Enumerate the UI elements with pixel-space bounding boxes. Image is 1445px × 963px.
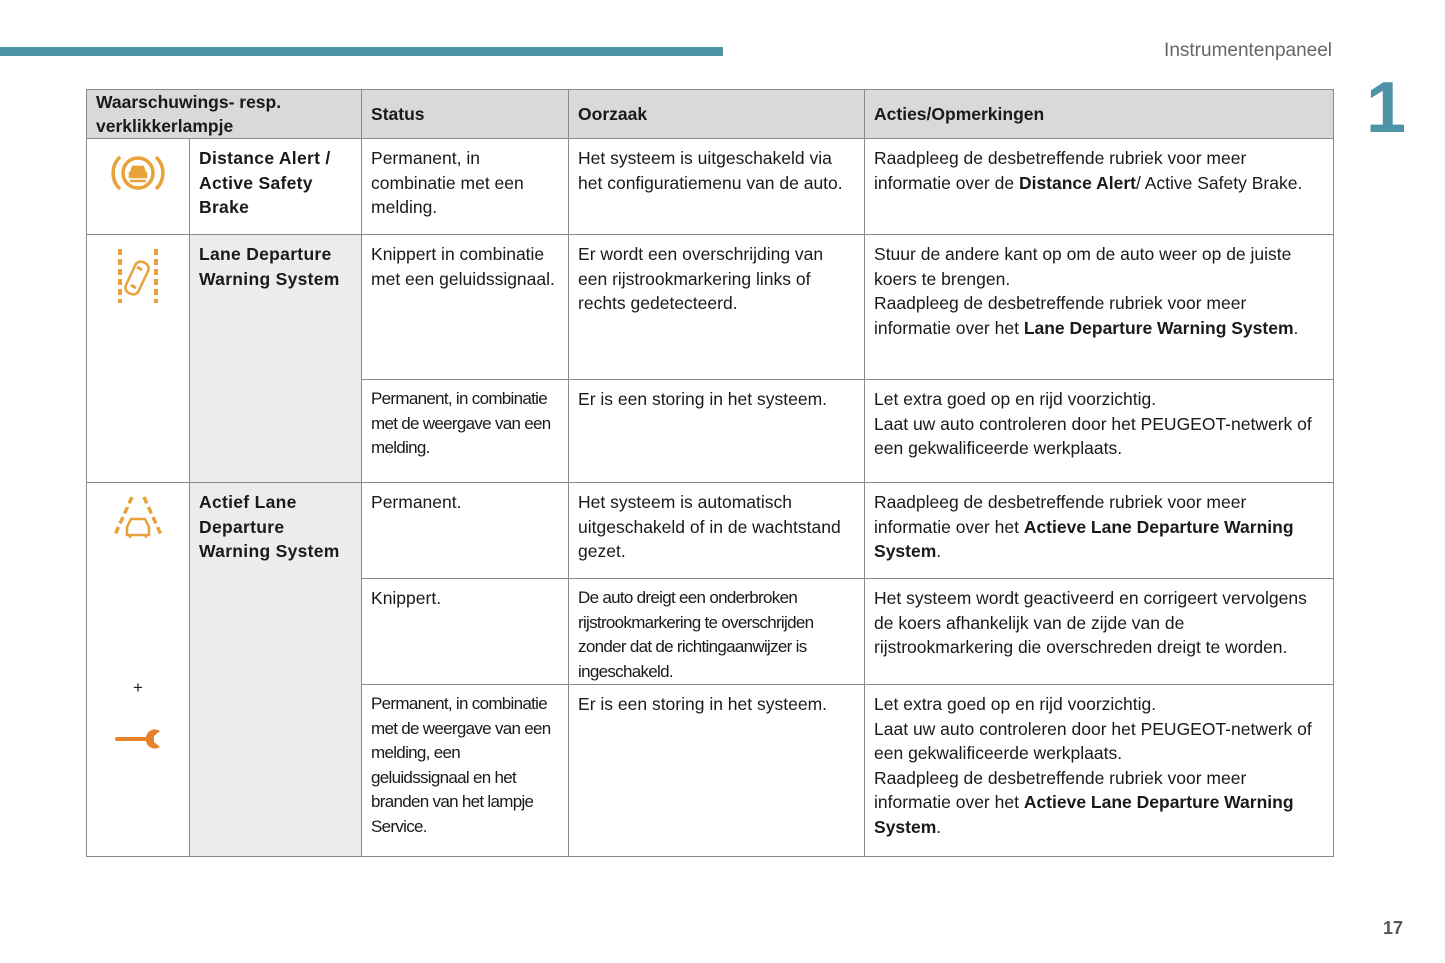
status-cell: Permanent, in combinatie met de weergave… [361,684,570,857]
text-segment: Er is een storing in het systeem. [578,389,828,409]
text-segment: Actieve Lane Departure Warning System [874,516,1294,562]
text-segment: Permanent, in combinatie met de weergave… [371,694,551,836]
text-segment: Permanent. [371,492,462,512]
text-segment: Permanent, in combinatie met een melding… [371,148,524,217]
cause-cell: Het systeem is automatisch uitgeschakeld… [568,482,866,579]
text-segment: Permanent, in combinatie met de weergave… [371,389,551,457]
text-segment: Raadpleeg de desbetreffende rubriek voor… [874,148,1247,193]
text-segment: Knippert. [371,588,442,608]
chapter-number: 1 [1366,68,1407,148]
text-segment: Het systeem wordt geactiveerd en corrige… [874,588,1307,657]
table-row: Permanent, in combinatie met de weergave… [87,379,1335,483]
lamp-name: Distance Alert / Active Safety Brake [188,138,363,235]
text-segment: Let extra goed op en rijd voorzichtig. [874,389,1157,409]
text-segment: Stuur de andere kant op om de auto weer … [874,244,1292,289]
text-segment: Het systeem is automatisch uitgeschakeld… [578,492,841,561]
cause-cell: De auto dreigt een onderbroken rijstrook… [568,578,866,685]
lamp-icon-cell [86,234,190,483]
action-cell: Het systeem wordt geactiveerd en corrige… [864,578,1335,685]
text-segment: Actieve Lane Departure Warning System [874,792,1294,837]
status-cell: Permanent. [361,482,570,579]
text-segment: . [1293,317,1299,338]
status-cell: Permanent, in combinatie met de weergave… [361,379,570,483]
lane-departure-warning-icon [87,247,189,312]
text-segment: Het systeem is uitgeschakeld via het con… [578,148,843,193]
text-segment: Raadpleeg de desbetreffende rubriek voor… [874,293,1247,338]
table-row: + Actief Lane Departure Warning System Per… [86,482,1335,857]
page-number: 17 [1383,918,1404,938]
table-row: Knippert. De auto dreigt een onderbroken … [87,578,1335,685]
text-segment: Laat uw auto controleren door het PEUGEO… [874,413,1312,459]
section-title: Instrumentenpaneel [1164,40,1332,61]
text-segment: De auto dreigt een onderbroken rijstrook… [578,588,814,681]
header-actions: Acties/Opmerkingen [864,89,1335,139]
cause-cell: Er is een storing in het systeem. [568,379,866,483]
text-segment: Distance Alert [1018,172,1136,193]
table-header-row: Waarschuwings- resp. verklikkerlampje St… [85,89,1335,139]
text-segment: Lane Departure Warning System [1023,317,1294,338]
text-segment: Knippert in combinatie met een geluidssi… [371,244,555,289]
table-row: Lane Departure Warning System Knippert in… [86,234,1335,483]
text-segment: Raadpleeg de desbetreffende rubriek voor… [874,492,1247,537]
text-segment: Er is een storing in het systeem. [578,694,828,714]
text-segment: / Active Safety Brake. [1135,172,1303,193]
action-cell: Let extra goed op en rijd voorzichtig. La… [864,684,1335,857]
header-cause: Oorzaak [568,89,866,139]
lamp-name: Actief Lane Departure Warning System [188,482,363,857]
action-cell: Let extra goed op en rijd voorzichtig. La… [864,379,1335,483]
table-row: Distance Alert / Active Safety Brake Perm… [86,138,1335,235]
action-cell: Stuur de andere kant op om de auto weer … [864,234,1335,380]
service-wrench-icon [87,728,189,757]
lamp-icon-cell [86,138,190,235]
action-cell: Raadpleeg de desbetreffende rubriek voor… [864,138,1335,235]
lamp-icon-cell: + [86,482,190,857]
header-status: Status [361,89,570,139]
header-lamp: Waarschuwings- resp. verklikkerlampje [85,89,363,139]
text-segment: Raadpleeg de desbetreffende rubriek voor… [874,767,1247,813]
text-segment: Er wordt een overschrijding van een rijs… [578,244,824,313]
status-cell: Knippert. [361,578,570,685]
status-cell: Permanent, in combinatie met een melding… [361,138,570,235]
warning-lamps-table: Waarschuwings- resp. verklikkerlampje St… [85,89,1335,857]
header-accent-bar [0,47,723,56]
distance-alert-icon [87,151,189,202]
table-row: Permanent, in combinatie met de weergave… [87,684,1335,857]
active-lane-departure-icon [87,495,189,548]
plus-sign: + [133,678,143,697]
status-cell: Knippert in combinatie met een geluidssi… [361,234,570,380]
text-segment: . [936,816,942,837]
cause-cell: Er wordt een overschrijding van een rijs… [568,234,866,380]
lamp-name: Lane Departure Warning System [188,234,363,483]
text-segment: Laat uw auto controleren door het PEUGEO… [874,718,1312,764]
cause-cell: Er is een storing in het systeem. [568,684,866,857]
action-cell: Raadpleeg de desbetreffende rubriek voor… [864,482,1335,579]
text-segment: . [936,541,942,561]
cause-cell: Het systeem is uitgeschakeld via het con… [568,138,866,235]
text-segment: Let extra goed op en rijd voorzichtig. [874,694,1157,714]
